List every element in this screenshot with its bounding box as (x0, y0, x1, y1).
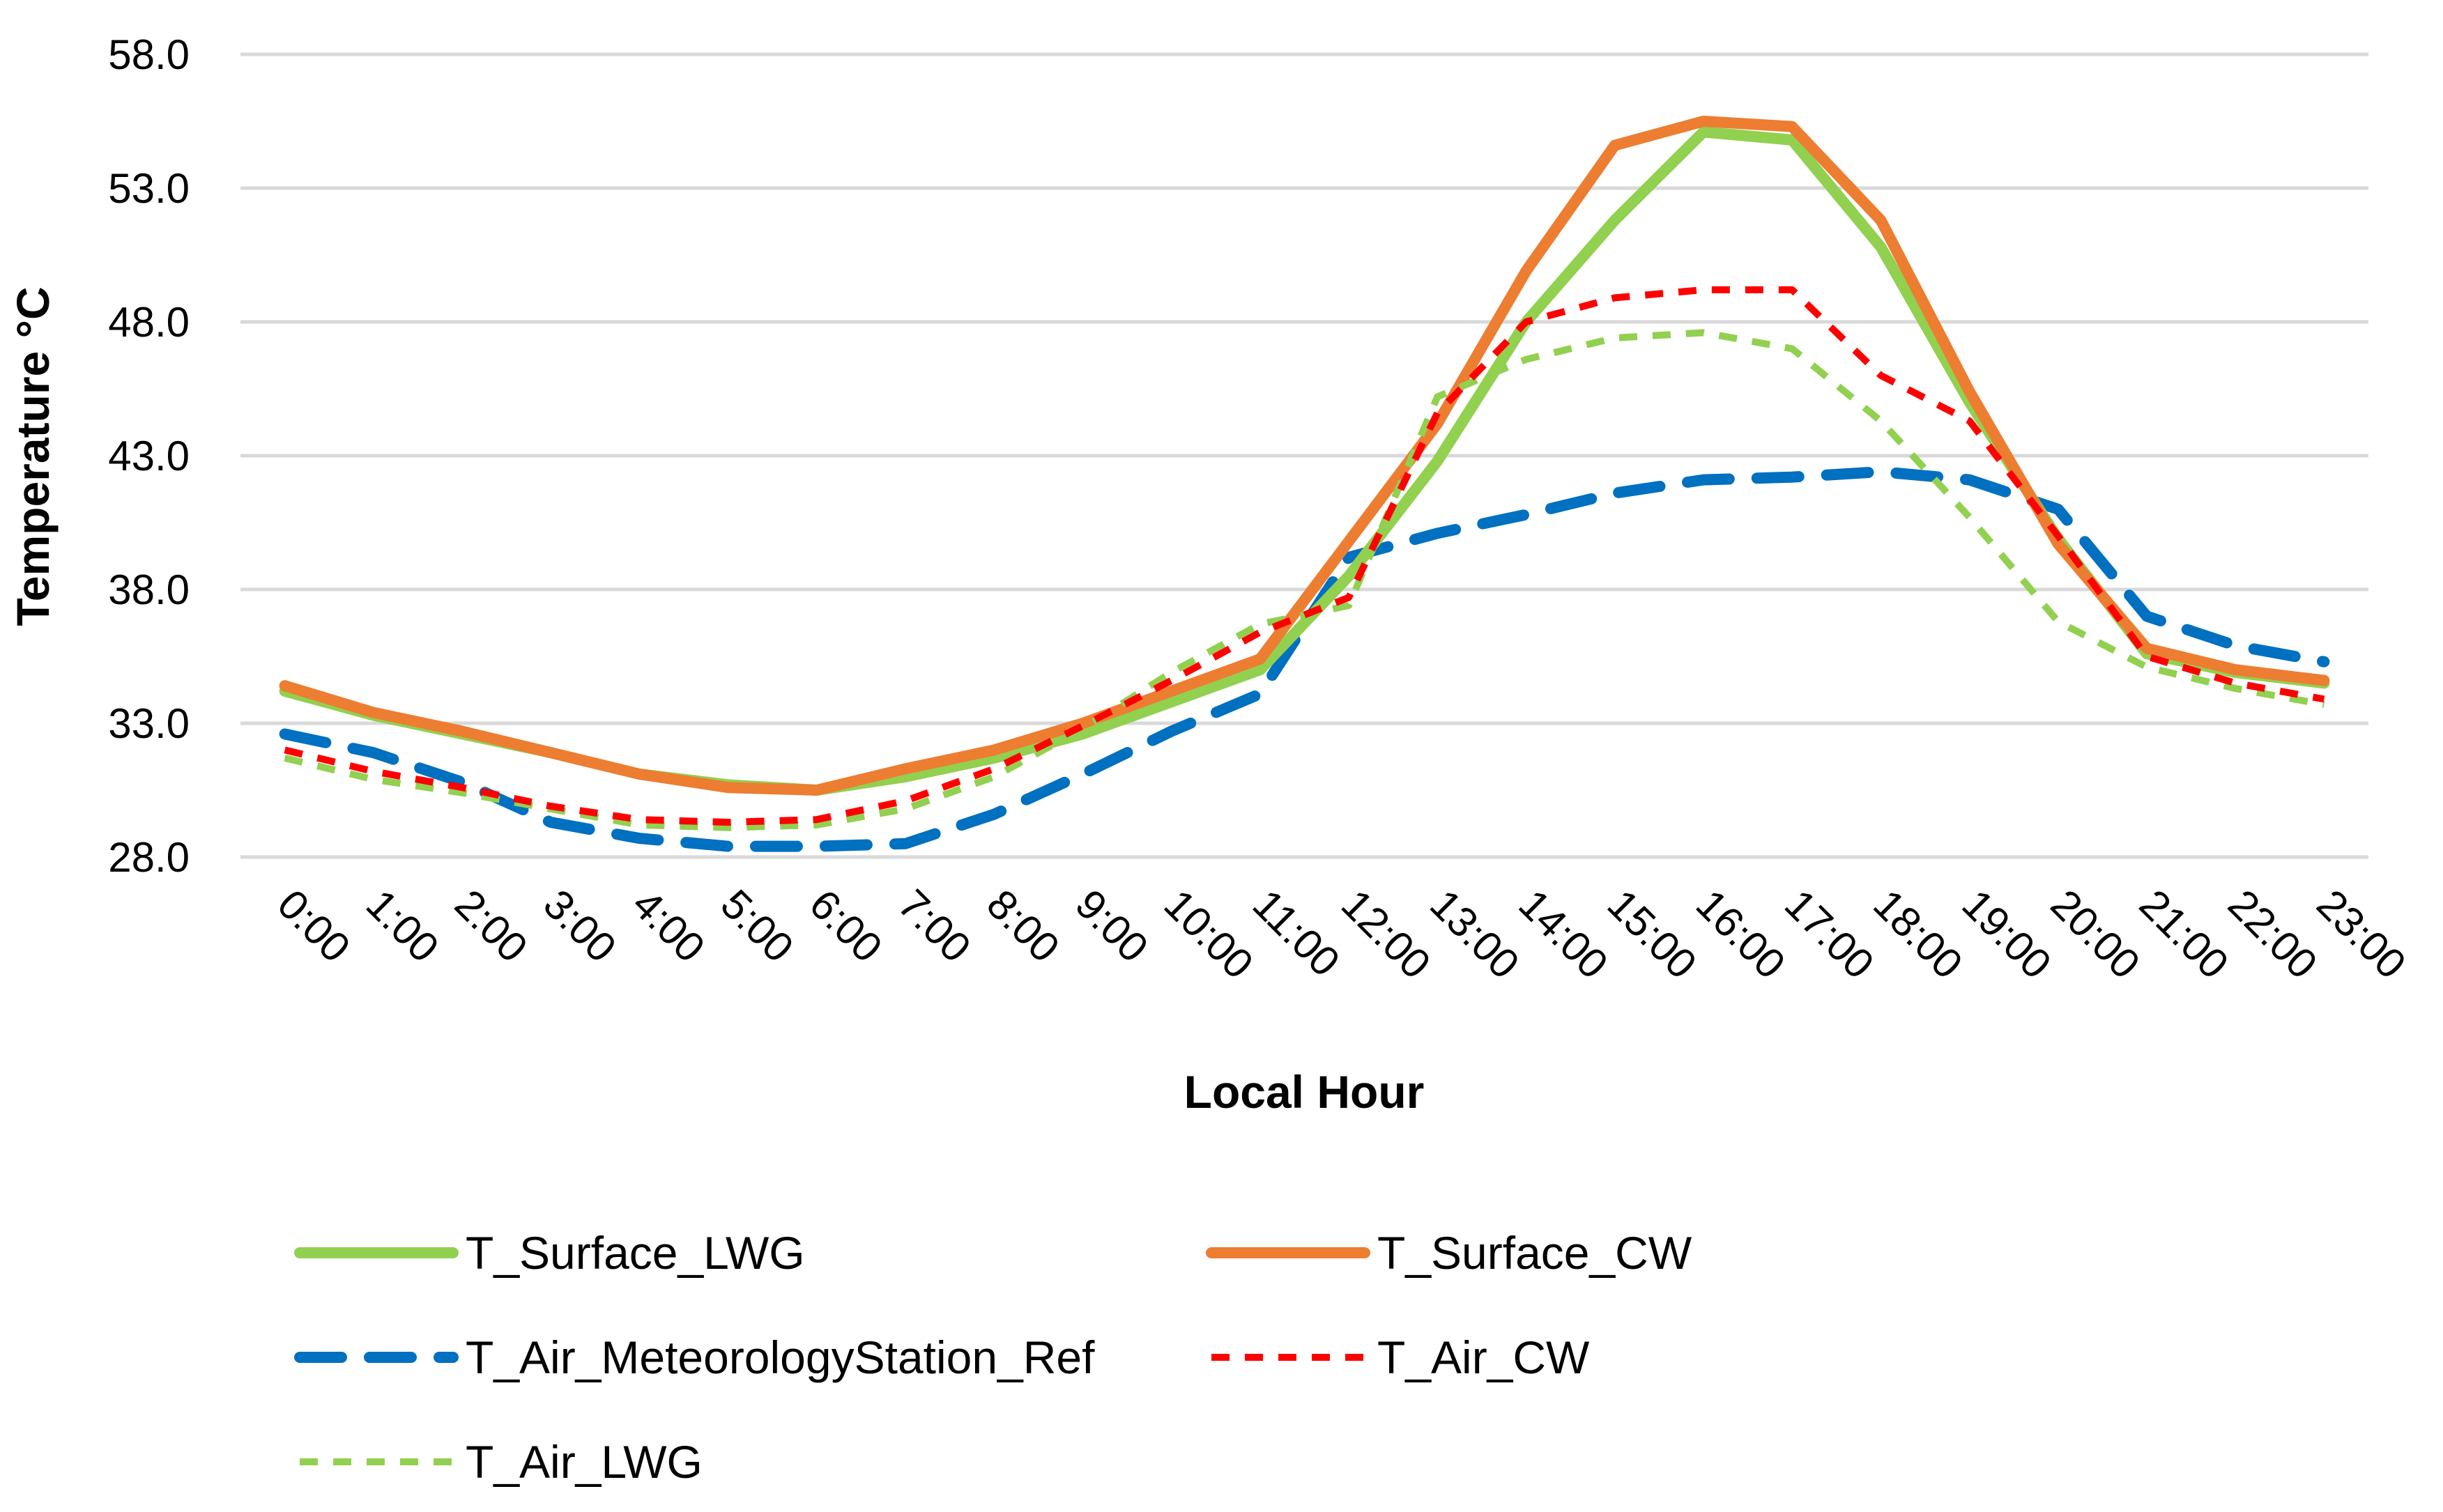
x-tick-label: 18:00 (1864, 881, 1972, 988)
x-tick-label: 10:00 (1155, 881, 1262, 988)
legend-item-t-surface-cw: T_Surface_CW (1206, 1227, 1692, 1279)
legend-item-t-air-lwg: T_Air_LWG (300, 1436, 703, 1488)
legend-label-t-air-meteorologystation-ref: T_Air_MeteorologyStation_Ref (466, 1332, 1095, 1383)
y-axis-title: Temperature °C (7, 286, 59, 626)
y-tick-label: 58.0 (108, 31, 190, 78)
x-tick-label: 23:00 (2308, 881, 2415, 988)
legend-label-t-surface-lwg: T_Surface_LWG (466, 1227, 805, 1279)
series-lines (279, 116, 2330, 852)
series-line-t-air-cw (284, 286, 2325, 826)
series-line-t-air-lwg (284, 329, 2325, 831)
x-tick-label: 9:00 (1066, 881, 1157, 971)
x-tick-label: 7:00 (889, 881, 980, 971)
y-tick-label: 38.0 (108, 566, 190, 613)
x-tick-label: 20:00 (2042, 881, 2150, 988)
legend-label-t-air-lwg: T_Air_LWG (466, 1436, 703, 1488)
y-tick-label: 28.0 (108, 834, 190, 881)
x-tick-label: 11:00 (1244, 881, 1349, 985)
legend-label-t-surface-cw: T_Surface_CW (1377, 1227, 1692, 1279)
x-tick-label: 15:00 (1599, 881, 1706, 988)
series-line-t-surface-cw (279, 116, 2330, 796)
legend: T_Surface_LWG T_Surface_CW T_Air_Meteoro… (294, 1227, 1692, 1488)
y-tick-label: 48.0 (108, 299, 190, 346)
x-tick-label: 14:00 (1510, 881, 1617, 988)
legend-item-t-surface-lwg: T_Surface_LWG (294, 1227, 805, 1279)
x-tick-label: 22:00 (2219, 881, 2327, 988)
y-tick-label: 33.0 (108, 700, 190, 747)
gridlines (240, 52, 2368, 859)
x-tick-label: 13:00 (1421, 881, 1529, 988)
x-tick-label: 17:00 (1776, 881, 1883, 988)
series-line-t-air-meteorologystation-ref (279, 466, 2330, 852)
x-tick-label: 16:00 (1687, 881, 1795, 988)
legend-label-t-air-cw: T_Air_CW (1377, 1332, 1590, 1383)
y-axis-ticks: 28.0 33.0 38.0 43.0 48.0 53.0 58.0 (108, 31, 190, 881)
x-tick-label: 4:00 (623, 881, 714, 971)
legend-item-t-air-cw: T_Air_CW (1211, 1332, 1590, 1383)
x-tick-label: 21:00 (2131, 881, 2238, 988)
x-tick-label: 3:00 (535, 881, 625, 971)
legend-item-t-air-meteorologystation-ref: T_Air_MeteorologyStation_Ref (294, 1332, 1095, 1383)
x-axis-ticks: 0:001:002:003:004:005:006:007:008:009:00… (268, 881, 2414, 988)
x-tick-label: 2:00 (446, 881, 537, 971)
x-tick-label: 12:00 (1333, 881, 1440, 988)
x-tick-label: 8:00 (978, 881, 1069, 971)
x-axis-title: Local Hour (1184, 1066, 1425, 1118)
x-tick-label: 19:00 (1953, 881, 2060, 988)
series-line-t-surface-lwg (279, 126, 2330, 796)
y-tick-label: 43.0 (108, 433, 190, 479)
y-tick-label: 53.0 (108, 165, 190, 212)
x-tick-label: 6:00 (801, 881, 891, 971)
x-tick-label: 1:00 (358, 881, 448, 971)
x-tick-label: 0:00 (268, 881, 359, 971)
x-tick-label: 5:00 (712, 881, 802, 971)
